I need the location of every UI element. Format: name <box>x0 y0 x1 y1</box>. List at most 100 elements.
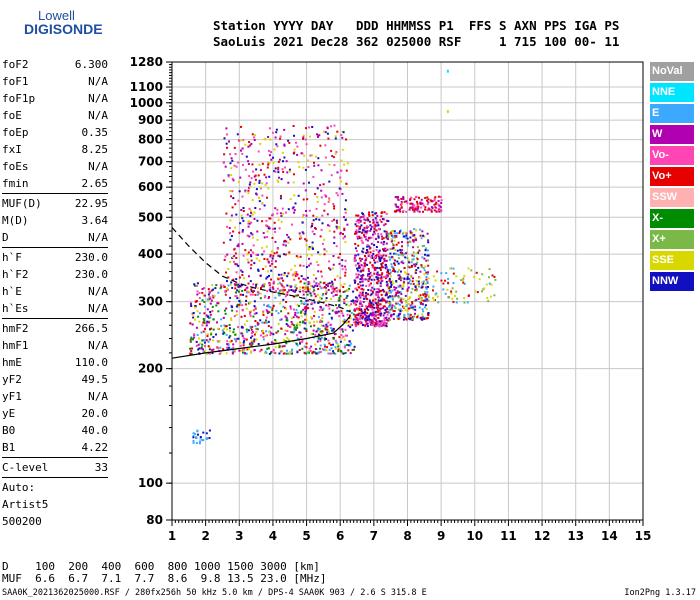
echo-point <box>385 232 388 235</box>
echo-point <box>416 314 419 317</box>
echo-point <box>285 352 288 355</box>
echo-point <box>243 315 246 317</box>
echo-point <box>427 259 429 262</box>
echo-point <box>261 201 264 204</box>
echo-point <box>382 266 385 269</box>
panel-separator <box>2 193 108 194</box>
echo-point <box>226 133 228 136</box>
echo-point <box>294 314 297 316</box>
echo-point <box>355 225 358 228</box>
echo-point <box>440 279 443 282</box>
echo-point <box>225 352 228 355</box>
echo-point <box>360 269 363 272</box>
echo-point <box>333 278 336 281</box>
echo-point <box>383 312 386 315</box>
echo-point <box>354 223 357 226</box>
echo-point <box>287 252 290 255</box>
echo-point <box>475 271 478 274</box>
echo-point <box>233 315 236 318</box>
echo-point <box>364 313 367 316</box>
echo-point <box>418 210 421 213</box>
param-value: N/A <box>88 92 108 105</box>
tick-label-x: 13 <box>567 529 584 543</box>
echo-point <box>262 332 265 335</box>
echo-point <box>494 278 497 281</box>
echo-point <box>295 342 298 345</box>
echo-point <box>427 312 430 315</box>
param-row: foF1 N/A <box>2 73 108 90</box>
echo-point <box>380 321 383 324</box>
echo-point <box>380 289 383 292</box>
echo-point <box>214 287 217 290</box>
echo-point <box>306 198 309 201</box>
echo-point <box>390 240 393 243</box>
echo-point <box>277 312 280 315</box>
echo-point <box>413 255 416 258</box>
echo-point <box>332 156 335 159</box>
echo-point <box>339 176 342 179</box>
echo-point <box>211 310 214 313</box>
echo-point <box>256 238 259 241</box>
echo-point <box>351 329 354 332</box>
echo-point <box>349 323 352 326</box>
echo-point <box>420 303 423 305</box>
echo-point <box>325 292 327 295</box>
echo-point <box>388 232 391 235</box>
echo-point <box>421 308 424 311</box>
echo-point <box>416 316 419 318</box>
echo-point <box>395 253 398 256</box>
echo-point <box>311 126 314 128</box>
echo-point <box>208 346 211 349</box>
echo-point <box>366 239 369 242</box>
echo-point <box>303 282 306 285</box>
echo-point <box>324 131 327 134</box>
echo-point <box>359 302 362 305</box>
echo-point <box>272 254 275 257</box>
echo-point <box>430 210 433 213</box>
echo-point <box>379 320 381 323</box>
echo-point <box>424 282 427 285</box>
echo-point <box>248 235 251 238</box>
echo-point <box>322 242 324 245</box>
echo-point <box>296 337 299 340</box>
echo-point <box>292 125 295 127</box>
echo-point <box>267 311 270 314</box>
echo-point <box>335 219 338 222</box>
echo-point <box>378 255 380 258</box>
echo-point <box>413 207 416 210</box>
echo-point <box>318 218 321 221</box>
echo-point <box>300 237 303 240</box>
echo-point <box>311 307 314 310</box>
echo-point <box>270 314 273 316</box>
echo-point <box>382 218 385 221</box>
echo-point <box>407 273 410 276</box>
echo-point <box>426 209 429 212</box>
param-row: MUF(D) 22.95 <box>2 195 108 212</box>
echo-point <box>263 204 266 207</box>
echo-point <box>392 258 395 261</box>
echo-point <box>390 234 393 237</box>
tick-label-y: 300 <box>138 295 163 309</box>
echo-point <box>419 234 422 237</box>
echo-point <box>266 347 269 350</box>
echo-point <box>386 271 389 274</box>
echo-point <box>310 316 313 319</box>
echo-point <box>243 323 246 326</box>
echo-point <box>372 299 374 302</box>
echo-point <box>267 342 270 345</box>
echo-point <box>210 327 213 330</box>
echo-point <box>276 212 279 215</box>
echo-point <box>241 230 244 233</box>
echo-point <box>353 308 356 311</box>
echo-point <box>305 309 307 312</box>
echo-point <box>333 207 336 210</box>
echo-point <box>368 211 371 214</box>
echo-point <box>311 247 314 250</box>
echo-point <box>285 240 288 243</box>
echo-point <box>311 302 313 305</box>
echo-point <box>256 321 259 324</box>
echo-point <box>266 321 268 324</box>
echo-point <box>292 289 294 292</box>
echo-point <box>282 291 284 294</box>
echo-point <box>299 289 301 291</box>
